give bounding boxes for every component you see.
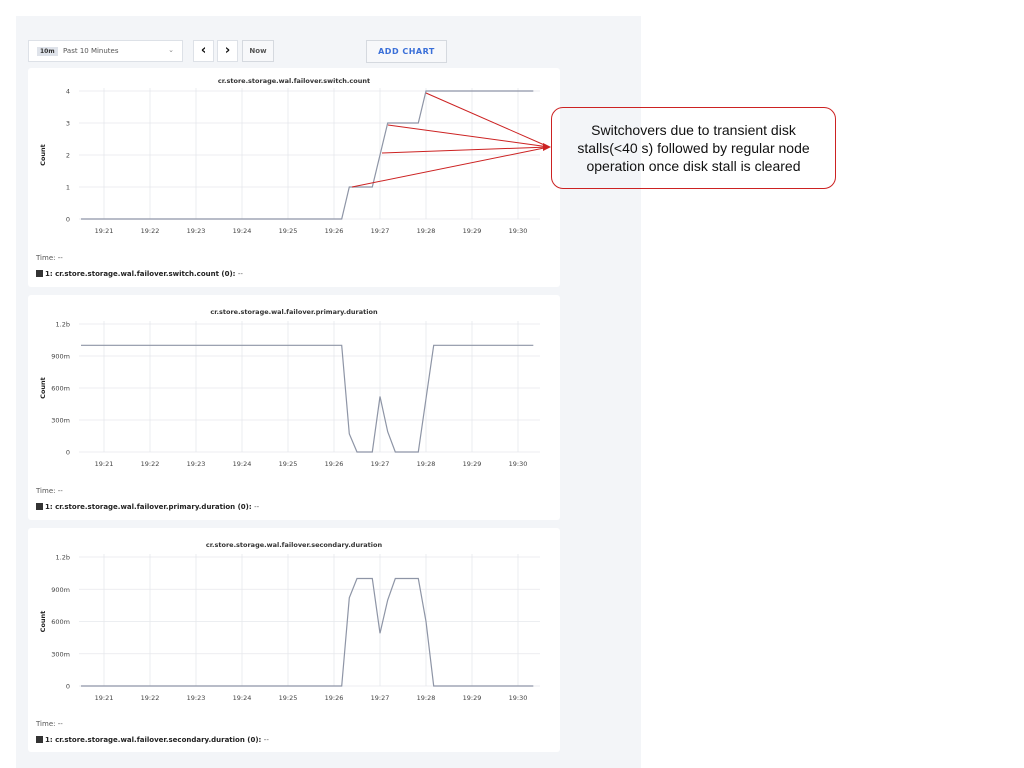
x-tick-label: 19:30 (509, 694, 528, 702)
chart-card-primary-duration: cr.store.storage.wal.failover.primary.du… (28, 295, 560, 520)
x-tick-label: 19:25 (279, 460, 298, 468)
x-tick-label: 19:30 (509, 227, 528, 235)
x-tick-label: 19:24 (233, 227, 252, 235)
chart-title: cr.store.storage.wal.failover.switch.cou… (217, 77, 371, 85)
callout-arrow (425, 92, 550, 148)
time-value: -- (57, 487, 63, 495)
x-tick-label: 19:30 (509, 460, 528, 468)
now-button[interactable]: Now (242, 40, 274, 62)
legend-series-name: 1: cr.store.storage.wal.failover.switch.… (45, 270, 236, 278)
x-tick-label: 19:28 (417, 227, 436, 235)
callout-text: Switchovers due to transient disk stalls… (577, 122, 810, 174)
y-tick-label: 1.2b (56, 321, 70, 329)
x-tick-label: 19:24 (233, 460, 252, 468)
y-axis-label: Count (39, 377, 47, 399)
x-tick-label: 19:27 (371, 694, 390, 702)
x-tick-label: 19:27 (371, 460, 390, 468)
x-tick-label: 19:28 (417, 694, 436, 702)
chevron-down-icon: ⌄ (168, 46, 174, 54)
x-tick-label: 19:25 (279, 227, 298, 235)
chart-title: cr.store.storage.wal.failover.primary.du… (210, 308, 378, 316)
x-tick-label: 19:26 (325, 460, 344, 468)
x-tick-label: 19:22 (141, 460, 160, 468)
x-tick-label: 19:29 (463, 227, 482, 235)
x-tick-label: 19:22 (141, 227, 160, 235)
series-line (81, 344, 534, 453)
legend-swatch (36, 270, 43, 277)
callout-arrow (387, 124, 550, 148)
legend-item[interactable]: 1: cr.store.storage.wal.failover.primary… (36, 503, 259, 511)
chevron-right-icon: › (224, 43, 231, 58)
time-value: -- (57, 720, 63, 728)
x-tick-label: 19:29 (463, 694, 482, 702)
x-tick-label: 19:26 (325, 694, 344, 702)
x-tick-label: 19:21 (95, 227, 114, 235)
time-range-select[interactable]: 10m Past 10 Minutes ⌄ (28, 40, 183, 62)
add-chart-button[interactable]: ADD CHART (366, 40, 447, 63)
y-tick-label: 600m (51, 385, 70, 393)
chart-plot: 0 1 2 3 4 19:21 19:22 19:23 19:24 19:25 19:26 19:27… (39, 88, 540, 235)
callout-arrow (351, 146, 550, 188)
chart-card-switch-count: cr.store.storage.wal.failover.switch.cou… (28, 68, 560, 287)
legend-swatch (36, 736, 43, 743)
time-label: Time: (36, 720, 56, 728)
chart-plot: 0 300m 600m 900m 1.2b 19:21 19:22 19:23 19:24 19:… (39, 321, 540, 468)
x-tick-label: 19:22 (141, 694, 160, 702)
y-tick-label: 300m (51, 417, 70, 425)
legend-value: -- (263, 736, 269, 744)
x-tick-label: 19:21 (95, 460, 114, 468)
y-tick-label: 0 (66, 683, 70, 691)
time-label: Time: (36, 254, 56, 262)
y-tick-label: 900m (51, 353, 70, 361)
annotation-callout: Switchovers due to transient disk stalls… (551, 107, 836, 189)
y-tick-label: 0 (66, 216, 70, 224)
series-line (81, 577, 534, 687)
previous-range-button[interactable]: ‹ (193, 40, 214, 62)
y-tick-label: 0 (66, 449, 70, 457)
range-label: Past 10 Minutes (63, 47, 119, 55)
y-tick-label: 1 (66, 184, 70, 192)
x-tick-label: 19:25 (279, 694, 298, 702)
legend-swatch (36, 503, 43, 510)
y-tick-label: 1.2b (56, 554, 70, 562)
x-tick-label: 19:23 (187, 694, 206, 702)
legend-value: -- (254, 503, 260, 511)
y-tick-label: 2 (66, 152, 70, 160)
time-readout: Time: -- (36, 254, 63, 262)
chart-title: cr.store.storage.wal.failover.secondary.… (205, 541, 383, 549)
legend-series-name: 1: cr.store.storage.wal.failover.seconda… (45, 736, 262, 744)
series-line (81, 90, 534, 220)
y-tick-label: 600m (51, 618, 70, 626)
x-tick-label: 19:28 (417, 460, 436, 468)
time-readout: Time: -- (36, 487, 63, 495)
legend-value: -- (237, 270, 243, 278)
time-readout: Time: -- (36, 720, 63, 728)
arrowhead-icon (543, 143, 551, 151)
legend-series-name: 1: cr.store.storage.wal.failover.primary… (45, 503, 252, 511)
y-tick-label: 900m (51, 586, 70, 594)
x-tick-label: 19:24 (233, 694, 252, 702)
time-label: Time: (36, 487, 56, 495)
chevron-left-icon: ‹ (200, 43, 207, 58)
legend-item[interactable]: 1: cr.store.storage.wal.failover.seconda… (36, 736, 269, 744)
x-tick-label: 19:21 (95, 694, 114, 702)
x-tick-label: 19:23 (187, 460, 206, 468)
y-tick-label: 3 (66, 120, 70, 128)
y-tick-label: 300m (51, 650, 70, 658)
next-range-button[interactable]: › (217, 40, 238, 62)
chart-card-secondary-duration: cr.store.storage.wal.failover.secondary.… (28, 528, 560, 752)
x-tick-label: 19:23 (187, 227, 206, 235)
time-value: -- (57, 254, 63, 262)
range-badge: 10m (37, 47, 58, 56)
x-tick-label: 19:26 (325, 227, 344, 235)
legend-item[interactable]: 1: cr.store.storage.wal.failover.switch.… (36, 270, 243, 278)
x-tick-label: 19:29 (463, 460, 482, 468)
y-axis-label: Count (39, 144, 47, 166)
chart-plot: 0 300m 600m 900m 1.2b 19:21 19:22 19:23 19:24 19:… (39, 554, 540, 702)
y-tick-label: 4 (66, 88, 70, 96)
callout-arrow (381, 146, 550, 154)
y-axis-label: Count (39, 611, 47, 633)
x-tick-label: 19:27 (371, 227, 390, 235)
